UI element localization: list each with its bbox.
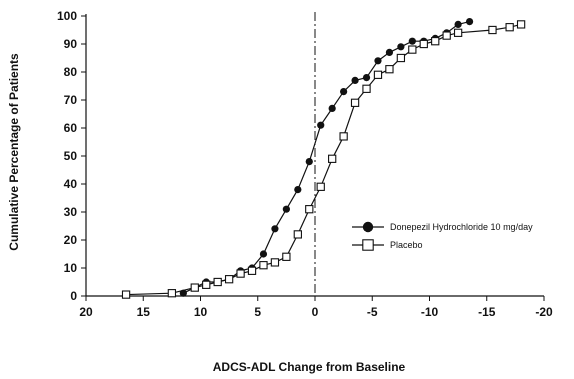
y-tick-label: 20 <box>64 233 78 247</box>
donepezil-point <box>374 57 382 65</box>
donepezil-point <box>340 88 348 96</box>
placebo-point <box>328 154 337 163</box>
placebo-point <box>236 269 245 278</box>
y-tick-label: 0 <box>70 289 77 303</box>
y-tick-label: 50 <box>64 149 78 163</box>
donepezil-point <box>397 43 405 51</box>
placebo-point <box>247 266 257 275</box>
donepezil-point <box>282 205 290 213</box>
placebo-point <box>224 275 234 284</box>
legend: Donepezil Hydrochloride 10 mg/day Placebo <box>352 221 533 251</box>
y-axis-title: Cumulative Percentage of Patients <box>7 53 21 251</box>
placebo-point <box>453 28 463 37</box>
x-axis-ticks: 20 15 10 5 0 -5 -10 -15 -20 <box>79 296 553 319</box>
donepezil-point <box>408 37 416 45</box>
placebo-point <box>259 261 268 270</box>
x-tick-label: -5 <box>367 305 378 319</box>
x-tick-label: 0 <box>312 305 319 319</box>
donepezil-point <box>294 186 302 194</box>
placebo-point <box>190 283 199 292</box>
donepezil-point <box>259 250 268 258</box>
donepezil-point <box>328 104 336 112</box>
placebo-point <box>270 258 280 267</box>
donepezil-point <box>362 74 371 82</box>
donepezil-point <box>271 225 279 233</box>
legend-marker-placebo <box>362 239 374 251</box>
series-line-placebo <box>126 23 522 296</box>
placebo-point <box>431 37 440 46</box>
placebo-point <box>385 65 394 74</box>
series-line-donepezil <box>183 21 470 294</box>
placebo-point <box>305 205 314 214</box>
placebo-point <box>408 45 417 54</box>
placebo-point <box>202 280 211 289</box>
legend-label: Placebo <box>390 240 423 250</box>
legend-marker-donepezil <box>362 221 374 233</box>
y-tick-label: 70 <box>64 93 78 107</box>
legend-label: Donepezil Hydrochloride 10 mg/day <box>390 222 533 232</box>
series-layer <box>121 18 526 299</box>
y-axis-ticks: 0 10 20 30 40 50 60 70 80 90 100 <box>57 9 86 303</box>
donepezil-point <box>305 158 313 166</box>
placebo-point <box>419 39 428 49</box>
x-tick-label: 20 <box>79 305 93 319</box>
x-axis-title: ADCS-ADL Change from Baseline <box>213 360 406 374</box>
placebo-point <box>362 84 371 93</box>
y-tick-label: 90 <box>64 37 78 51</box>
donepezil-point <box>317 121 325 129</box>
y-tick-label: 40 <box>64 177 78 191</box>
y-tick-label: 80 <box>64 65 78 79</box>
x-tick-label: 15 <box>137 305 151 319</box>
y-tick-label: 30 <box>64 205 78 219</box>
placebo-point <box>121 290 131 299</box>
donepezil-point <box>351 76 359 84</box>
placebo-point <box>316 182 325 191</box>
placebo-point <box>442 31 451 40</box>
placebo-point <box>339 132 348 141</box>
x-tick-label: -10 <box>421 305 439 319</box>
placebo-point <box>167 289 177 298</box>
donepezil-point <box>454 20 462 28</box>
placebo-point <box>282 252 291 261</box>
placebo-point <box>516 20 526 29</box>
y-tick-label: 60 <box>64 121 78 135</box>
donepezil-point <box>385 48 394 57</box>
placebo-point <box>350 98 360 107</box>
x-tick-label: 5 <box>254 305 261 319</box>
placebo-point <box>373 70 383 79</box>
placebo-point <box>505 23 514 32</box>
donepezil-point <box>465 18 474 26</box>
y-tick-label: 100 <box>57 9 77 23</box>
placebo-point <box>213 277 222 287</box>
x-tick-label: 10 <box>194 305 208 319</box>
placebo-point <box>396 53 406 63</box>
placebo-point <box>293 230 302 239</box>
y-tick-label: 10 <box>64 261 78 275</box>
x-tick-label: -20 <box>535 305 553 319</box>
placebo-point <box>488 25 497 35</box>
x-tick-label: -15 <box>478 305 496 319</box>
